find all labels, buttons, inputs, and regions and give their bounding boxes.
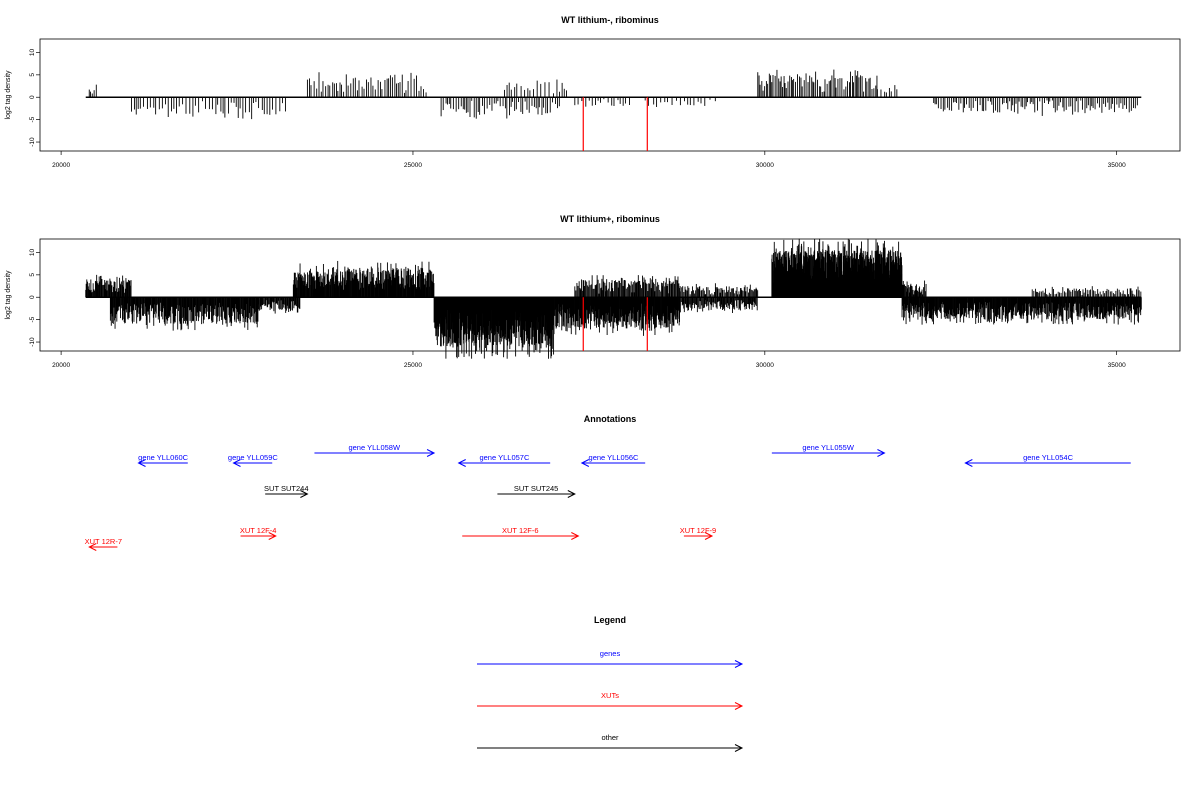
plot-frame (39, 38, 1181, 152)
annotation-feature: XUT 12F-4 (240, 526, 277, 540)
y-axis: -10 -5 0 5 10 (29, 248, 40, 347)
y-tick-label: 10 (29, 248, 36, 256)
y-tick-label: 10 (29, 48, 36, 56)
y-tick-label: -10 (29, 337, 36, 347)
x-axis: 20000 25000 30000 35000 (52, 351, 1126, 369)
annotation-feature: gene YLL056C (580, 453, 646, 467)
feature-label: gene YLL060C (138, 453, 188, 462)
y-axis-label: log2 tag density (5, 270, 12, 320)
y-tick-label: 0 (29, 95, 36, 99)
annotation-feature: gene YLL059C (228, 453, 278, 467)
annotation-feature: XUT 12F-6 (462, 526, 580, 540)
marker-lines (582, 97, 648, 151)
annotation-features: gene YLL060C gene YLL059C gene YLL058W gene… (85, 443, 1131, 551)
feature-arrow (497, 490, 576, 498)
y-tick-label: 5 (29, 73, 36, 77)
x-tick-label: 25000 (404, 362, 422, 369)
legend-item: XUTs (477, 691, 744, 710)
annotations-panel: Annotations gene YLL060C gene YLL059Cgene… (85, 414, 1131, 551)
feature-label: XUT 12F-9 (680, 526, 717, 535)
x-tick-label: 20000 (52, 362, 70, 369)
legend: Legend genes XUTs other (477, 615, 744, 752)
feature-label: SUT SUT244 (264, 484, 308, 493)
legend-label: genes (600, 649, 621, 658)
y-tick-label: 5 (29, 273, 36, 277)
annotation-feature: gene YLL055W (771, 443, 886, 457)
panel-lithium-plus: WT lithium+, ribominus log2 tag density … (5, 214, 1181, 369)
feature-label: gene YLL057C (479, 453, 529, 462)
feature-label: SUT SUT245 (514, 484, 558, 493)
annotation-feature: gene YLL054C (964, 453, 1131, 467)
y-axis-label: log2 tag density (5, 70, 12, 120)
annotation-feature: SUT SUT245 (497, 484, 576, 498)
marker-lines (582, 297, 648, 351)
y-axis: -10 -5 0 5 10 (29, 48, 40, 147)
feature-arrow (683, 532, 714, 540)
feature-label: gene YLL054C (1023, 453, 1073, 462)
annotations-title: Annotations (584, 414, 637, 424)
annotation-feature: XUT 12R-7 (85, 537, 122, 551)
feature-arrow (232, 459, 273, 467)
feature-label: gene YLL056C (589, 453, 639, 462)
legend-label: other (601, 733, 619, 742)
legend-label: XUTs (601, 691, 619, 700)
legend-arrow (477, 744, 744, 752)
feature-arrow (240, 532, 277, 540)
x-tick-label: 30000 (756, 162, 774, 169)
feature-arrow (964, 459, 1131, 467)
feature-arrow (771, 449, 886, 457)
legend-item: other (477, 733, 744, 752)
feature-label: XUT 12R-7 (85, 537, 122, 546)
feature-arrow (88, 543, 118, 551)
feature-arrow (580, 459, 646, 467)
feature-label: gene YLL058W (348, 443, 400, 452)
annotation-feature: gene YLL057C (457, 453, 551, 467)
x-tick-label: 25000 (404, 162, 422, 169)
feature-arrow (314, 449, 436, 457)
y-tick-label: -5 (29, 116, 36, 122)
feature-arrow (462, 532, 580, 540)
legend-items: genes XUTs other (477, 649, 744, 752)
feature-label: XUT 12F-4 (240, 526, 277, 535)
x-tick-label: 30000 (756, 362, 774, 369)
y-tick-label: -10 (29, 137, 36, 147)
x-tick-label: 35000 (1108, 162, 1126, 169)
legend-arrow (477, 702, 744, 710)
x-tick-label: 20000 (52, 162, 70, 169)
legend-title: Legend (594, 615, 626, 625)
annotation-feature: XUT 12F-9 (680, 526, 717, 540)
feature-arrow (137, 459, 188, 467)
legend-arrow (477, 660, 744, 668)
annotation-feature: gene YLL058W (314, 443, 436, 457)
x-axis: 20000 25000 30000 35000 (52, 151, 1126, 169)
annotation-feature: gene YLL060C (137, 453, 189, 467)
panel-lithium-minus: WT lithium-, ribominus log2 tag density … (5, 15, 1181, 169)
legend-item: genes (477, 649, 744, 668)
plot-frame (39, 238, 1181, 352)
feature-label: gene YLL055W (802, 443, 854, 452)
annotation-feature: SUT SUT244 (264, 484, 309, 498)
panel-title: WT lithium+, ribominus (560, 214, 660, 224)
panel-title: WT lithium-, ribominus (561, 15, 659, 25)
feature-arrow (265, 490, 309, 498)
y-tick-label: -5 (29, 316, 36, 322)
feature-label: XUT 12F-6 (502, 526, 539, 535)
feature-arrow (457, 459, 551, 467)
x-tick-label: 35000 (1108, 362, 1126, 369)
feature-label: gene YLL059C (228, 453, 278, 462)
bar-series (85, 69, 1142, 120)
bar-series (85, 238, 1142, 359)
y-tick-label: 0 (29, 295, 36, 299)
